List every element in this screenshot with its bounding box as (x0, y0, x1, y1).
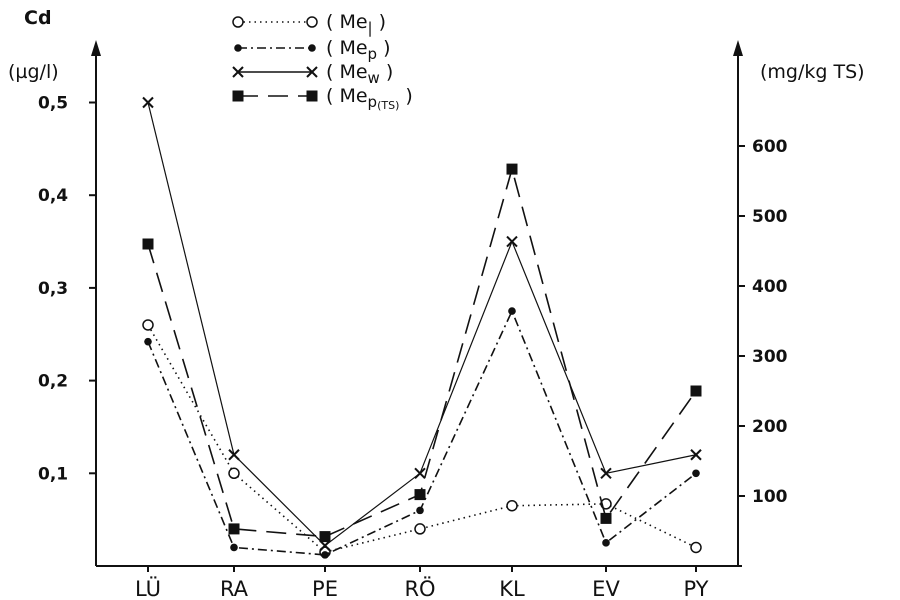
left-tick-label: 0,1 (38, 464, 68, 484)
cross-stroke (690, 449, 702, 461)
right-tick-label: 100 (752, 487, 788, 507)
legend-label: ( Me| ) (326, 11, 386, 37)
right-tick-label: 600 (752, 137, 788, 157)
right-axis-arrow-icon (733, 40, 743, 56)
left-axis-title: Cd (24, 7, 52, 29)
legend-label: ( Mew ) (326, 61, 393, 87)
right-axis-unit: (mg/kg TS) (760, 61, 865, 83)
left-axis-arrow-icon (91, 40, 101, 56)
data-point (232, 66, 244, 78)
data-point (142, 238, 154, 250)
legend-item: ( Mew ) (232, 61, 393, 87)
series-line (147, 166, 697, 538)
left-tick-label: 0,5 (38, 94, 68, 114)
legend-label: ( Mep ) (326, 37, 391, 63)
data-point (142, 319, 154, 331)
data-point (508, 307, 516, 315)
data-point (416, 506, 424, 515)
data-point (232, 90, 244, 102)
left-tick-label: 0,3 (38, 279, 68, 299)
series-2 (144, 307, 700, 559)
data-point (506, 163, 518, 175)
data-point (690, 449, 702, 461)
cross-stroke (232, 66, 244, 78)
data-point (319, 531, 331, 543)
data-point (306, 16, 318, 28)
x-category-label: RA (220, 577, 249, 600)
data-point (506, 235, 518, 248)
x-category-label: PE (312, 577, 338, 600)
left-axis-unit: (µg/l) (8, 61, 59, 83)
data-point (600, 467, 612, 480)
legend-label: ( Mep(TS) ) (326, 85, 413, 112)
cross-stroke (319, 539, 331, 552)
legend-item: ( Me| ) (232, 11, 386, 37)
x-category-label: PY (683, 577, 708, 600)
data-point (602, 539, 610, 547)
cross-stroke (142, 96, 154, 109)
data-point (321, 551, 329, 559)
data-point (319, 539, 331, 552)
data-point (306, 66, 318, 78)
cross-stroke (414, 467, 426, 480)
series-3 (142, 96, 702, 552)
data-point (228, 449, 240, 461)
data-point (230, 543, 238, 552)
cross-stroke (228, 449, 240, 461)
data-point (228, 467, 240, 480)
data-point (414, 467, 426, 480)
x-category-label: LÜ (135, 576, 161, 600)
cross-stroke (506, 235, 518, 248)
data-point (692, 469, 700, 478)
x-category-label: RÖ (404, 576, 435, 600)
data-point (306, 90, 318, 102)
cross-stroke (600, 467, 612, 480)
data-point (234, 44, 242, 52)
series-4 (142, 163, 702, 543)
right-tick-label: 200 (752, 417, 788, 437)
legend-item: ( Mep(TS) ) (232, 85, 413, 112)
data-point (308, 44, 316, 52)
x-category-label: KL (499, 577, 525, 600)
data-point (690, 385, 702, 397)
data-point (228, 523, 240, 535)
data-point (414, 489, 426, 501)
series-line (147, 102, 697, 547)
data-point (232, 16, 244, 28)
axes-layer: 0,1 0,2 0,3 0,4 0,5 100 200 300 400 500 600 LÜ RA PE R… (8, 7, 865, 600)
series-1 (142, 319, 702, 558)
data-point (142, 96, 154, 109)
left-tick-label: 0,4 (38, 186, 68, 206)
right-tick-label: 300 (752, 347, 788, 367)
data-point (144, 337, 152, 346)
left-tick-label: 0,2 (38, 372, 68, 392)
data-point (600, 512, 612, 524)
x-category-label: EV (592, 577, 620, 600)
series-layer (142, 96, 702, 559)
data-point (414, 523, 426, 535)
right-tick-label: 500 (752, 207, 788, 227)
legend-item: ( Mep ) (234, 37, 391, 63)
data-point (690, 541, 702, 554)
cross-stroke (306, 66, 318, 78)
legend: ( Me| )( Mep )( Mew )( Mep(TS) ) (232, 11, 413, 112)
right-tick-label: 400 (752, 277, 788, 297)
data-point (506, 499, 518, 512)
